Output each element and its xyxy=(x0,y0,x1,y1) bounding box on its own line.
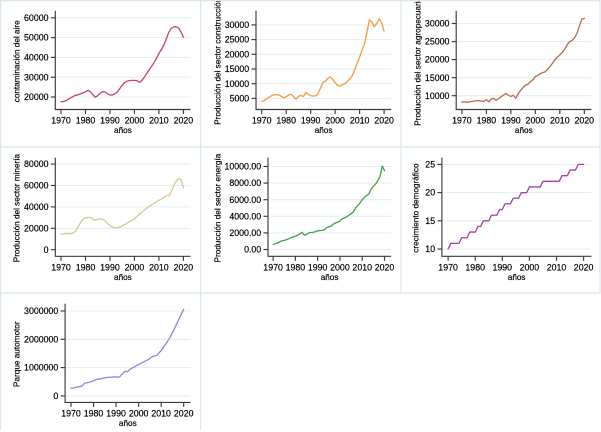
svg-text:4000.00: 4000.00 xyxy=(229,211,261,221)
svg-text:1980: 1980 xyxy=(465,262,485,272)
svg-text:2020: 2020 xyxy=(374,116,394,126)
svg-text:1970: 1970 xyxy=(438,262,458,272)
svg-text:8000.00: 8000.00 xyxy=(229,178,261,188)
svg-text:1990: 1990 xyxy=(301,116,321,126)
svg-text:2000: 2000 xyxy=(125,262,145,272)
svg-text:30000: 30000 xyxy=(225,20,250,30)
svg-text:años: años xyxy=(114,126,132,135)
svg-text:1980: 1980 xyxy=(76,262,96,272)
svg-text:años: años xyxy=(315,126,333,135)
svg-text:20000: 20000 xyxy=(225,49,250,59)
svg-text:2020: 2020 xyxy=(375,262,395,272)
svg-text:30000: 30000 xyxy=(425,19,450,29)
svg-text:2010: 2010 xyxy=(352,262,372,272)
svg-text:15000: 15000 xyxy=(425,73,450,83)
svg-text:contaminación del aire: contaminación del aire xyxy=(13,20,22,102)
svg-text:10000.00: 10000.00 xyxy=(224,162,261,172)
svg-text:1990: 1990 xyxy=(100,116,120,126)
svg-text:30000: 30000 xyxy=(24,72,49,82)
svg-text:10: 10 xyxy=(425,244,435,254)
svg-text:0.00: 0.00 xyxy=(244,245,261,255)
svg-text:2000: 2000 xyxy=(526,116,546,126)
svg-text:25000: 25000 xyxy=(225,35,250,45)
svg-text:1970: 1970 xyxy=(252,116,272,126)
svg-text:5000: 5000 xyxy=(230,94,250,104)
svg-text:2010: 2010 xyxy=(547,262,567,272)
svg-text:2020: 2020 xyxy=(575,116,595,126)
svg-text:2000: 2000 xyxy=(520,262,540,272)
svg-text:2010: 2010 xyxy=(151,409,171,419)
svg-text:10000: 10000 xyxy=(225,79,250,89)
svg-text:20000: 20000 xyxy=(24,92,49,102)
svg-text:años: años xyxy=(515,126,533,135)
svg-text:1980: 1980 xyxy=(76,116,96,126)
svg-text:2000: 2000 xyxy=(125,116,145,126)
svg-text:25000: 25000 xyxy=(425,37,450,47)
svg-text:1970: 1970 xyxy=(51,262,71,272)
svg-text:25: 25 xyxy=(425,160,435,170)
svg-text:2000: 2000 xyxy=(129,409,149,419)
svg-text:10000: 10000 xyxy=(425,91,450,101)
svg-text:Producción del sector minería: Producción del sector minería xyxy=(13,154,22,263)
svg-text:2010: 2010 xyxy=(149,116,169,126)
svg-text:Parque automotor: Parque automotor xyxy=(13,321,22,387)
svg-text:0: 0 xyxy=(44,245,49,255)
svg-text:2020: 2020 xyxy=(174,262,194,272)
svg-text:20: 20 xyxy=(425,188,435,198)
svg-text:1970: 1970 xyxy=(61,409,81,419)
svg-text:2000: 2000 xyxy=(325,116,345,126)
svg-text:60000: 60000 xyxy=(24,181,49,191)
svg-text:2010: 2010 xyxy=(550,116,570,126)
svg-text:1990: 1990 xyxy=(100,262,120,272)
svg-text:Producción del sector agropecu: Producción del sector agropecuario xyxy=(414,0,423,126)
svg-text:crecimiento demográfico: crecimiento demográfico xyxy=(412,163,421,253)
svg-text:2000: 2000 xyxy=(330,262,350,272)
svg-text:2010: 2010 xyxy=(149,262,169,272)
svg-text:40000: 40000 xyxy=(24,53,49,63)
svg-text:2020: 2020 xyxy=(174,409,194,419)
svg-text:años: años xyxy=(508,273,526,282)
svg-text:años: años xyxy=(114,273,132,282)
svg-text:1000000: 1000000 xyxy=(24,363,58,373)
svg-text:1980: 1980 xyxy=(286,262,306,272)
svg-text:1980: 1980 xyxy=(84,409,104,419)
svg-text:80000: 80000 xyxy=(24,159,49,169)
svg-text:1990: 1990 xyxy=(493,262,513,272)
svg-text:6000.00: 6000.00 xyxy=(229,195,261,205)
svg-text:1970: 1970 xyxy=(51,116,71,126)
svg-text:20000: 20000 xyxy=(425,55,450,65)
svg-text:2000.00: 2000.00 xyxy=(229,228,261,238)
svg-text:1970: 1970 xyxy=(452,116,472,126)
svg-text:2010: 2010 xyxy=(350,116,370,126)
svg-text:15: 15 xyxy=(425,216,435,226)
svg-text:1980: 1980 xyxy=(477,116,497,126)
svg-text:1970: 1970 xyxy=(263,262,283,272)
svg-text:2020: 2020 xyxy=(574,262,594,272)
svg-text:15000: 15000 xyxy=(225,64,250,74)
svg-text:1980: 1980 xyxy=(276,116,296,126)
svg-text:60000: 60000 xyxy=(24,13,49,23)
svg-text:20000: 20000 xyxy=(24,223,49,233)
svg-text:Producción del sector energía: Producción del sector energía xyxy=(213,153,222,262)
svg-text:0: 0 xyxy=(53,391,58,401)
svg-text:3000000: 3000000 xyxy=(24,306,58,316)
svg-text:40000: 40000 xyxy=(24,202,49,212)
svg-text:años: años xyxy=(119,419,137,428)
svg-text:1990: 1990 xyxy=(106,409,126,419)
svg-text:2020: 2020 xyxy=(174,116,194,126)
svg-text:Producción del sector construc: Producción del sector construcción xyxy=(213,0,222,125)
svg-text:50000: 50000 xyxy=(24,33,49,43)
svg-text:1990: 1990 xyxy=(501,116,521,126)
svg-text:2000000: 2000000 xyxy=(24,334,58,344)
svg-text:años: años xyxy=(321,273,339,282)
svg-text:1990: 1990 xyxy=(308,262,328,272)
